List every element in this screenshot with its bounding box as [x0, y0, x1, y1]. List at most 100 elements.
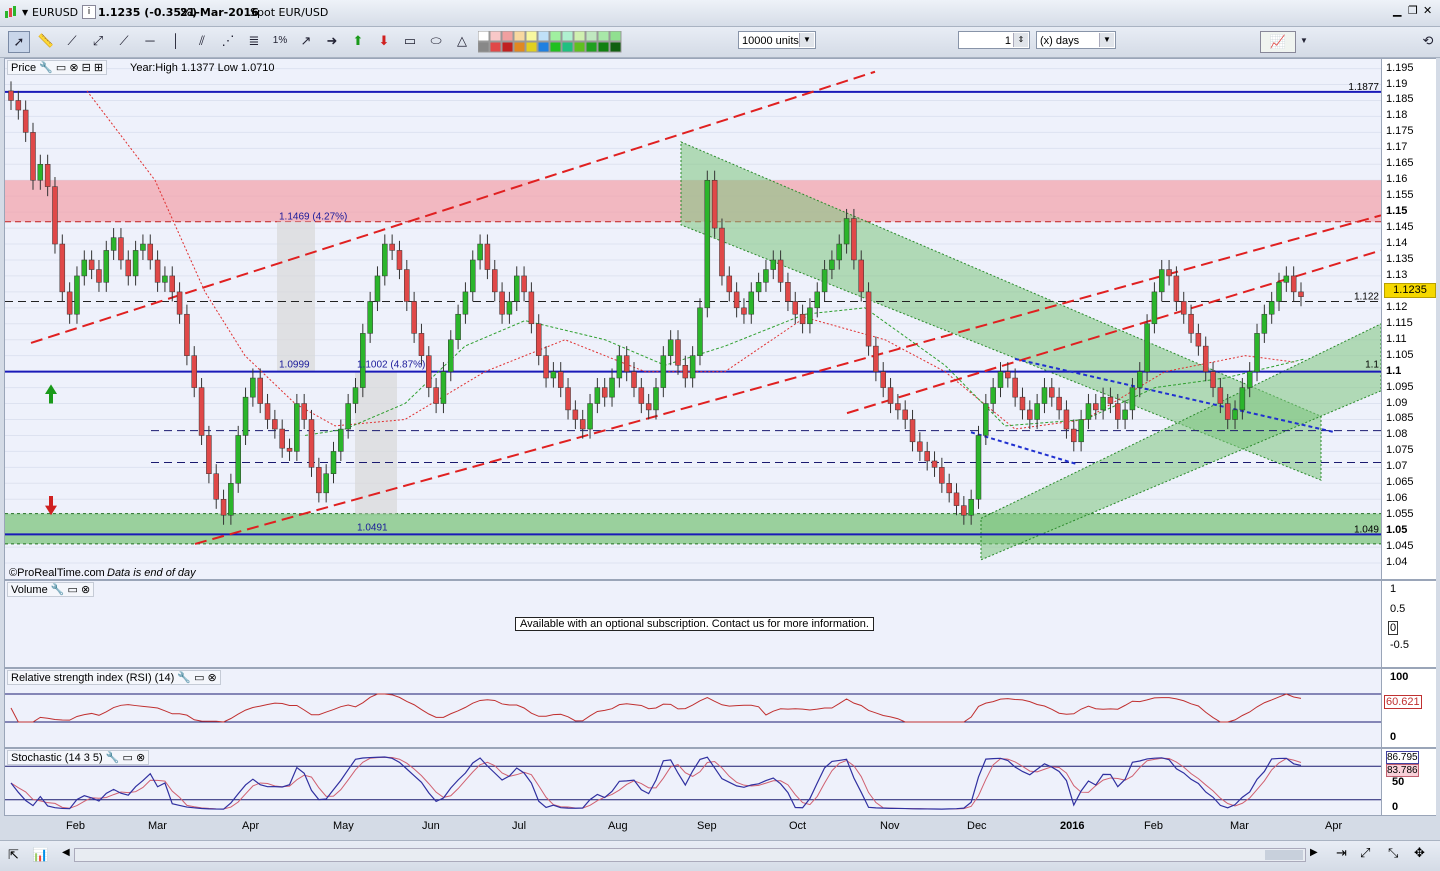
arrow-tool-icon[interactable]: ↗: [300, 33, 312, 48]
rectangle-tool-icon[interactable]: ▭: [403, 33, 417, 48]
symbol-label[interactable]: EURUSD: [32, 6, 79, 19]
candle-body: [961, 505, 967, 516]
percent-tool-icon[interactable]: 1%: [272, 35, 288, 46]
volume-panel: Volume 🔧 ▭ ⊗ Available with an optional …: [4, 580, 1436, 668]
line-tool-icon[interactable]: ⟋: [67, 33, 77, 48]
candle: [352, 378, 359, 414]
close-panel-icon[interactable]: ⊗: [136, 752, 146, 764]
candle-body: [154, 259, 161, 283]
fit-icon[interactable]: ⇥: [1336, 845, 1347, 860]
maximize-panel-icon[interactable]: ▭: [67, 584, 78, 596]
candle: [726, 266, 733, 302]
candle: [814, 282, 820, 318]
y-tick: 1.105: [1386, 348, 1414, 361]
candle-body: [609, 377, 615, 398]
fibonacci-tool-icon[interactable]: ≣: [248, 33, 260, 48]
wrench-icon[interactable]: 🔧: [105, 752, 120, 764]
wrench-icon[interactable]: 🔧: [177, 672, 191, 684]
data-note: Data is end of day: [107, 567, 196, 579]
ray-tool-icon[interactable]: ⟋: [119, 33, 129, 48]
price-y-axis[interactable]: 1.195 1.19 1.185 1.18 1.175 1.17 1.165 1.16 1.15…: [1381, 59, 1436, 579]
segment-tool-icon[interactable]: ⤢: [92, 33, 104, 48]
chart-type-icon[interactable]: 📊: [32, 847, 49, 862]
price-chart[interactable]: 1.1469 (4.27%)1.0999 1.1002 (4.87%)1.0491…: [5, 59, 1381, 579]
y-tick: 1.13: [1386, 268, 1408, 281]
zoom-icon[interactable]: ⇱: [8, 847, 19, 862]
expand-icon[interactable]: ⤢: [1360, 845, 1371, 860]
period-unit-select[interactable]: (x) days ▼: [1036, 31, 1116, 49]
maximize-panel-icon[interactable]: ▭: [194, 672, 205, 684]
color-palette[interactable]: [478, 31, 634, 53]
scroll-left-icon[interactable]: ◀: [62, 847, 70, 858]
fan-tool-icon[interactable]: ⋰: [221, 33, 235, 48]
candle-body: [1188, 313, 1194, 334]
candle-body: [433, 387, 439, 404]
symbol-dropdown-icon[interactable]: ▼: [22, 8, 29, 17]
info-icon[interactable]: i: [82, 5, 96, 19]
stochastic-chart[interactable]: [5, 749, 1381, 815]
maximize-panel-icon[interactable]: ▭: [122, 752, 133, 764]
chevron-down-icon: ▼: [1099, 33, 1114, 47]
pointer-tool-icon[interactable]: ➚: [8, 31, 30, 53]
close-panel-icon[interactable]: ⊗: [81, 584, 91, 596]
scroll-thumb[interactable]: [1265, 850, 1303, 860]
rsi-chart[interactable]: [5, 669, 1381, 747]
minimize-icon[interactable]: ▁: [1393, 4, 1402, 17]
candle-body: [1261, 313, 1268, 334]
candle: [184, 304, 190, 366]
ellipse-tool-icon[interactable]: ⬭: [430, 33, 442, 48]
sync-icon[interactable]: ⟲: [1422, 33, 1434, 48]
close-panel-icon[interactable]: ⊗: [69, 62, 79, 74]
period-input[interactable]: 1 ⇕: [958, 31, 1030, 49]
candle-body: [235, 435, 241, 484]
candle-body: [206, 435, 212, 474]
stepper-icon[interactable]: ⇕: [1013, 33, 1028, 47]
units-select[interactable]: 10000 units ▼: [738, 31, 816, 49]
triangle-tool-icon[interactable]: △: [457, 33, 467, 48]
candle: [22, 100, 29, 142]
indicators-icon[interactable]: 📈: [1260, 31, 1296, 53]
y-tick: 1.095: [1386, 380, 1414, 393]
candle: [755, 272, 762, 302]
indicators-dropdown-icon[interactable]: ▼: [1300, 36, 1308, 45]
candle: [103, 240, 110, 292]
annotation-low-2: 1.0491: [357, 522, 388, 533]
y-tick: 1.11: [1386, 332, 1407, 345]
candle-body: [719, 227, 725, 277]
candle-body: [990, 387, 996, 404]
channel-tool-icon[interactable]: ⫽: [199, 33, 205, 48]
restore-icon[interactable]: ❐: [1408, 4, 1418, 17]
candle-body: [294, 403, 300, 452]
contract-icon[interactable]: ⤡: [1388, 845, 1399, 860]
close-window-icon[interactable]: ✕: [1423, 4, 1433, 17]
zoom-in-icon[interactable]: ⊞: [93, 62, 104, 74]
horizontal-line-tool-icon[interactable]: ─: [145, 33, 155, 48]
moving-average-red: [86, 90, 1296, 430]
candle: [125, 250, 132, 286]
candle: [1137, 362, 1143, 398]
zoom-out-icon[interactable]: ⊟: [81, 62, 91, 74]
candle: [946, 473, 952, 503]
candle-body: [147, 243, 154, 261]
close-panel-icon[interactable]: ⊗: [207, 672, 217, 684]
scroll-right-icon[interactable]: ▶: [1310, 847, 1318, 858]
horizontal-scrollbar[interactable]: [74, 848, 1306, 862]
wrench-icon[interactable]: 🔧: [50, 584, 65, 596]
right-arrow-tool-icon[interactable]: ➜: [326, 33, 338, 48]
vertical-line-tool-icon[interactable]: │: [171, 33, 181, 48]
wrench-icon[interactable]: 🔧: [39, 62, 53, 74]
candle-body: [1100, 396, 1106, 411]
up-arrow-tool-icon[interactable]: ⬆: [352, 33, 364, 48]
candle-body: [110, 237, 117, 251]
ruler-tool-icon[interactable]: 📏: [37, 33, 55, 48]
candle-body: [616, 355, 623, 379]
candle-body: [1041, 387, 1048, 404]
maximize-panel-icon[interactable]: ▭: [55, 62, 67, 74]
down-arrow-tool-icon[interactable]: ⬇: [378, 33, 390, 48]
candle: [1283, 266, 1290, 292]
bottom-scrollbar: ⇱ 📊 ◀ ▶ ⇥ ⤢ ⤡ ✥: [0, 840, 1440, 871]
candle: [895, 393, 901, 420]
fullscreen-icon[interactable]: ✥: [1414, 845, 1425, 860]
candle-body: [748, 291, 755, 315]
candle: [323, 464, 329, 503]
